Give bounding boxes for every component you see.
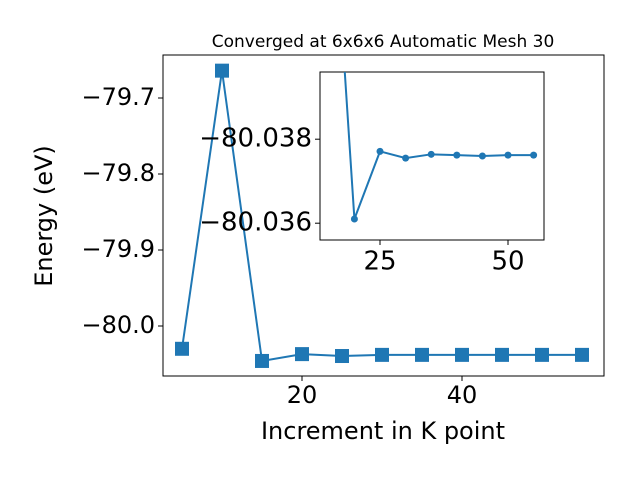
x-tick-label: 40 [447, 381, 478, 409]
marker [295, 347, 309, 362]
y-tick-label: −79.7 [81, 83, 155, 111]
y-tick-label: −80.038 [199, 124, 312, 154]
marker [575, 347, 589, 362]
x-tick-label: 25 [363, 247, 396, 277]
marker [255, 353, 269, 368]
y-tick-label: −80.0 [81, 311, 155, 339]
marker [535, 347, 549, 362]
marker [375, 347, 389, 362]
marker [402, 154, 410, 162]
marker [504, 151, 512, 159]
marker [455, 347, 469, 362]
y-axis-label: Energy (eV) [30, 145, 58, 287]
marker [427, 150, 435, 158]
marker [175, 341, 189, 356]
marker [215, 63, 229, 78]
x-tick-label: 20 [287, 381, 318, 409]
marker [478, 152, 486, 160]
plot-area [343, 72, 538, 223]
x-axis-label: Increment in K point [261, 417, 505, 445]
marker [376, 147, 384, 155]
x-tick-label: 50 [491, 247, 524, 277]
plot-area [175, 63, 589, 368]
chart-title: Converged at 6x6x6 Automatic Mesh 30 [212, 32, 555, 52]
marker [495, 347, 509, 362]
marker [350, 215, 358, 223]
marker [335, 349, 349, 364]
marker [453, 151, 461, 159]
y-tick-label: −80.036 [199, 208, 312, 238]
y-tick-label: −79.9 [81, 235, 155, 263]
marker [415, 347, 429, 362]
y-tick-label: −79.8 [81, 159, 155, 187]
marker [530, 151, 538, 159]
